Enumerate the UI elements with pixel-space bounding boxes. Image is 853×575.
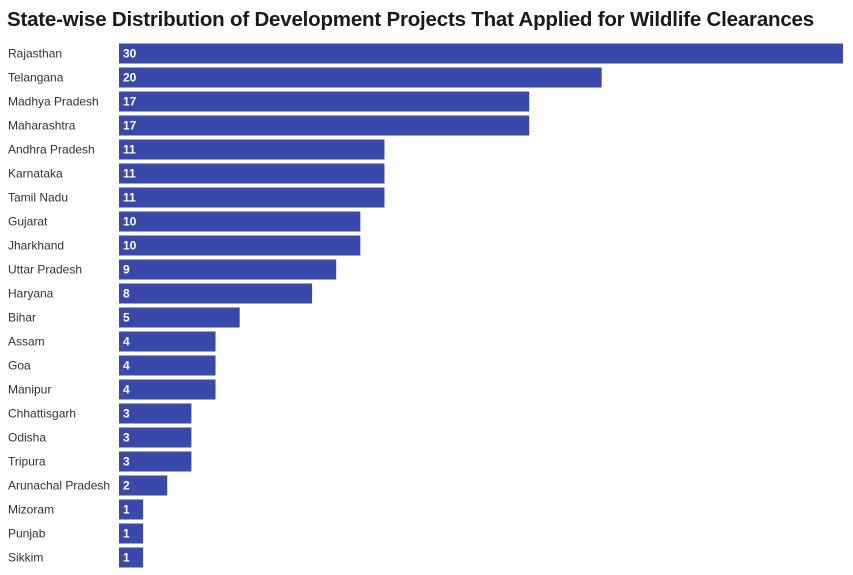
bar [119,355,216,376]
bar [119,91,530,112]
category-label: Telangana [8,71,64,85]
bar [119,211,361,232]
bar [119,451,192,472]
data-label: 11 [123,167,136,181]
data-label: 17 [123,95,137,109]
bar [119,67,602,88]
category-label: Maharashtra [8,119,76,133]
data-label: 8 [123,287,130,301]
data-label: 1 [123,503,130,517]
bar [119,259,337,280]
data-label: 2 [123,479,130,493]
category-label: Haryana [8,287,54,301]
bar [119,403,192,424]
data-label: 3 [123,407,130,421]
bar [119,163,385,184]
category-label: Odisha [8,431,46,445]
category-label: Rajasthan [8,47,62,61]
bar [119,331,216,352]
bar [119,187,385,208]
bar [119,475,168,496]
category-label: Sikkim [8,551,43,565]
data-label: 11 [123,191,136,205]
category-label: Madhya Pradesh [8,95,99,109]
data-label: 3 [123,431,130,445]
category-label: Punjab [8,527,46,541]
data-label: 4 [123,335,130,349]
data-label: 9 [123,263,130,277]
bars-layer: Rajasthan 30 Telangana 20 Madhya Pradesh 17 Ma… [8,43,843,568]
data-label: 1 [123,527,130,541]
data-label: 30 [123,47,137,61]
category-label: Mizoram [8,503,54,517]
bar [119,115,530,136]
category-label: Assam [8,335,45,349]
data-label: 4 [123,359,130,373]
bar [119,499,144,520]
bar [119,43,843,64]
category-label: Uttar Pradesh [8,263,82,277]
category-label: Manipur [8,383,51,397]
category-label: Bihar [8,311,36,325]
data-label: 4 [123,383,130,397]
chart-title: State-wise Distribution of Development P… [7,8,814,31]
bar [119,547,144,568]
category-label: Gujarat [8,215,48,229]
bar [119,235,361,256]
data-label: 10 [123,215,137,229]
category-label: Goa [8,359,31,373]
category-label: Andhra Pradesh [8,143,95,157]
data-label: 1 [123,551,130,565]
category-label: Tamil Nadu [8,191,68,205]
bar [119,307,240,328]
category-label: Karnataka [8,167,63,181]
data-label: 17 [123,119,137,133]
category-label: Arunachal Pradesh [8,479,110,493]
data-label: 11 [123,143,136,157]
data-label: 5 [123,311,130,325]
bar [119,139,385,160]
bar [119,379,216,400]
bar [119,523,144,544]
bar [119,427,192,448]
data-label: 3 [123,455,130,469]
data-label: 10 [123,239,137,253]
category-label: Tripura [8,455,46,469]
data-label: 20 [123,71,137,85]
category-label: Jharkhand [8,239,64,253]
category-label: Chhattisgarh [8,407,76,421]
bar [119,283,313,304]
